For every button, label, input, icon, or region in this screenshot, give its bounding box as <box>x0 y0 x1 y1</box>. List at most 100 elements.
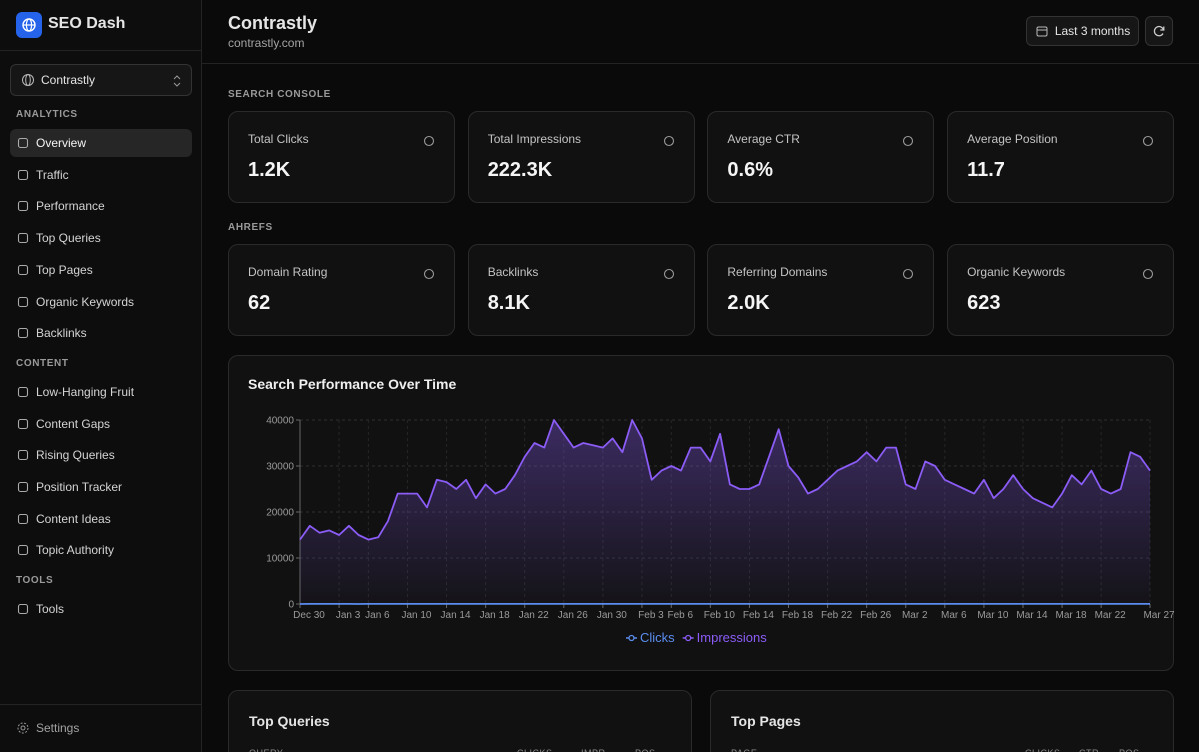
chevron <box>173 75 181 87</box>
nav-item[interactable]: Content Ideas <box>10 505 192 533</box>
nav-item[interactable]: Performance <box>10 192 192 220</box>
nav-item[interactable]: Overview <box>10 129 192 157</box>
nav-icon <box>17 169 29 180</box>
section-label: ANALYTICS <box>16 109 78 120</box>
column-header: PAGE <box>731 748 757 752</box>
y-tick-label: 20000 <box>266 508 294 519</box>
nav-item[interactable]: Topic Authority <box>10 536 192 564</box>
nav-item[interactable]: Top Pages <box>10 256 192 284</box>
brand-logo <box>16 12 42 38</box>
stat-value: 2.0K <box>727 292 770 314</box>
stat-label: Total Clicks <box>248 132 309 146</box>
nav-label: Top Pages <box>36 262 93 277</box>
nav-icon <box>17 604 29 615</box>
nav-item[interactable]: Backlinks <box>10 319 192 347</box>
stat-label: Backlinks <box>487 265 539 279</box>
nav-label: Low-Hanging Fruit <box>36 384 135 399</box>
nav-icon <box>17 137 29 149</box>
x-tick-label: Mar 2 <box>902 610 928 621</box>
stat-value: 8.1K <box>487 292 530 314</box>
x-tick-label: Feb 14 <box>743 610 775 621</box>
nav-item[interactable]: Rising Queries <box>10 441 192 469</box>
nav-item[interactable]: Traffic <box>10 161 192 189</box>
x-tick-label: Feb 10 <box>704 610 736 621</box>
stat-icon <box>423 268 435 280</box>
nav-icon <box>17 264 29 275</box>
nav-item[interactable]: Position Tracker <box>10 473 192 501</box>
nav-label: Traffic <box>36 167 69 182</box>
column-header: CLICKS <box>1025 748 1061 752</box>
stat-card: Total Impressions 222.3K <box>467 111 695 203</box>
stat-card: Backlinks 8.1K <box>467 244 695 336</box>
nav-item[interactable]: Tools <box>10 595 192 623</box>
stat-icon <box>1143 268 1154 280</box>
stat-icon <box>903 268 914 280</box>
column-header: POS. <box>635 748 659 752</box>
card-title: Top Queries <box>249 713 330 729</box>
stat-icon <box>903 135 914 147</box>
nav-label: Organic Keywords <box>36 294 135 309</box>
stat-value: 1.2K <box>248 159 291 181</box>
divider <box>0 50 202 51</box>
project-selector[interactable]: Contrastly <box>10 64 192 96</box>
area <box>300 420 1150 604</box>
nav-icon <box>17 233 29 244</box>
x-tick-label: Feb 6 <box>667 610 693 621</box>
sidebar: SEO Dash Contrastly ANALYTICS Overview Tra… <box>0 0 202 752</box>
x-tick-label: Jan 26 <box>558 610 588 621</box>
nav-icon <box>17 201 29 212</box>
column-header: QUERY <box>249 748 283 752</box>
stat-value: 623 <box>967 292 1001 314</box>
nav-label: Tools <box>36 602 65 617</box>
stat-icon <box>1143 135 1154 147</box>
x-tick-label: Jan 18 <box>480 610 510 621</box>
x-tick-label: Mar 27 <box>1143 610 1175 621</box>
stat-label: Referring Domains <box>727 265 828 279</box>
nav-icon <box>17 450 29 461</box>
x-tick-label: Jan 14 <box>441 610 471 621</box>
logo-icon <box>22 18 36 32</box>
x-tick-label: Mar 6 <box>941 610 967 621</box>
stat-label: Average CTR <box>727 132 800 146</box>
refresh-button[interactable] <box>1145 16 1173 46</box>
stat-card: Total Clicks 1.2K <box>228 111 455 203</box>
stat-label: Domain Rating <box>248 265 328 279</box>
nav-icon <box>17 386 29 397</box>
chart-title: Search Performance Over Time <box>248 376 457 392</box>
series-line <box>299 419 1151 541</box>
nav-item[interactable]: Content Gaps <box>10 410 192 438</box>
x-tick-label: Jan 6 <box>365 610 390 621</box>
card-title: Top Pages <box>731 713 801 729</box>
nav-label: Rising Queries <box>36 448 115 463</box>
stat-card: Average CTR 0.6% <box>707 111 935 203</box>
stat-card: Organic Keywords 623 <box>947 244 1175 336</box>
nav-icon <box>17 481 29 493</box>
stat-label: Organic Keywords <box>967 265 1066 279</box>
stat-label: Total Impressions <box>487 132 582 146</box>
nav-item[interactable]: Low-Hanging Fruit <box>10 378 192 406</box>
nav-label: Content Ideas <box>36 511 111 526</box>
stat-icon <box>663 268 674 280</box>
y-tick-label: 30000 <box>266 462 294 473</box>
page-subtitle: contrastly.com <box>228 36 305 50</box>
stat-card: Average Position 11.7 <box>947 111 1175 203</box>
column-header: IMPR. <box>581 748 609 752</box>
nav-item[interactable]: Top Queries <box>10 224 192 252</box>
gear-icon <box>17 722 29 734</box>
refresh-icon <box>1153 25 1165 37</box>
y-tick-label: 0 <box>288 600 294 611</box>
nav-label: Position Tracker <box>36 480 123 494</box>
x-tick-label: Jan 3 <box>336 610 361 621</box>
date-range-button[interactable]: Last 3 months <box>1026 16 1139 46</box>
nav-item[interactable]: Organic Keywords <box>10 288 192 316</box>
stat-value: 0.6% <box>727 159 773 181</box>
nav-label: Backlinks <box>36 326 87 341</box>
settings-label: Settings <box>36 721 80 735</box>
legend-label: Clicks <box>640 630 675 645</box>
stat-card: Domain Rating 62 <box>228 244 455 336</box>
section-label: AHREFS <box>228 222 273 233</box>
stat-label: Average Position <box>967 132 1058 146</box>
top-queries-card: Top Queries QUERY CLICKS IMPR. POS. <box>228 690 692 752</box>
settings-link[interactable]: Settings <box>10 714 192 742</box>
